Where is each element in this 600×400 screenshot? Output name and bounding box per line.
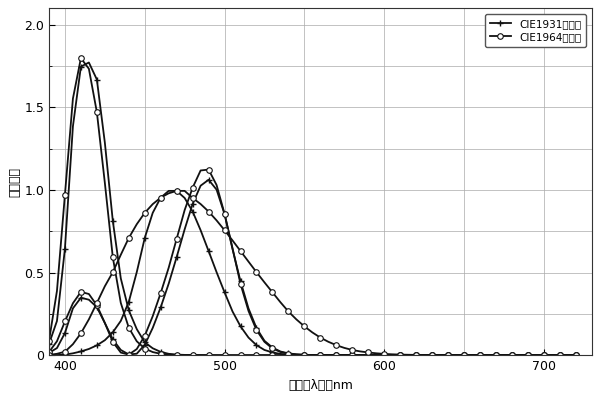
CIE1964观察者 xyxy=(356,353,364,358)
Line: CIE1964观察者: CIE1964观察者 xyxy=(30,55,578,358)
CIE1964观察者 xyxy=(77,56,85,60)
Legend: CIE1931观察者, CIE1964观察者: CIE1931观察者, CIE1964观察者 xyxy=(485,14,586,47)
Y-axis label: 三刺激值: 三刺激值 xyxy=(8,167,22,197)
CIE1964观察者 xyxy=(572,353,580,358)
CIE1931观察者 xyxy=(125,308,133,313)
CIE1964观察者 xyxy=(29,353,37,358)
CIE1931观察者 xyxy=(460,353,467,358)
CIE1964观察者 xyxy=(460,353,467,358)
CIE1931观察者 xyxy=(572,353,580,358)
CIE1931观察者 xyxy=(356,353,364,358)
CIE1931观察者 xyxy=(29,352,37,356)
CIE1931观察者 xyxy=(85,60,92,65)
CIE1964观察者 xyxy=(141,346,148,351)
CIE1964观察者 xyxy=(564,353,571,358)
CIE1964观察者 xyxy=(221,353,228,358)
CIE1931观察者 xyxy=(564,353,571,358)
CIE1964观察者 xyxy=(125,325,133,330)
CIE1964观察者 xyxy=(70,96,77,101)
CIE1931观察者 xyxy=(229,353,236,358)
Line: CIE1931观察者: CIE1931观察者 xyxy=(29,59,579,359)
X-axis label: 波长（λ），nm: 波长（λ），nm xyxy=(288,379,353,392)
CIE1931观察者 xyxy=(70,124,77,129)
CIE1931观察者 xyxy=(141,340,148,345)
